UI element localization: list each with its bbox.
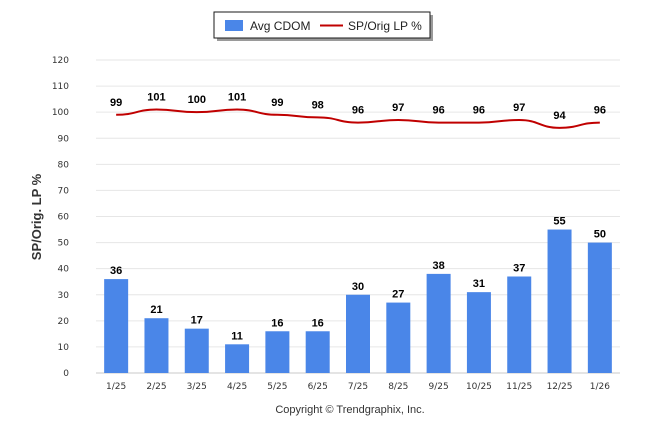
bar-data-label: 16 [312,317,324,329]
bar-data-label: 55 [553,216,565,228]
line-data-label: 97 [513,102,525,114]
y-tick-label: 70 [58,186,70,196]
y-tick-label: 80 [58,160,70,170]
x-tick-label: 7/25 [348,382,368,392]
x-tick-label: 11/25 [506,382,532,392]
line-data-label: 96 [352,105,364,117]
bar-avg-cdom [547,229,572,373]
line-data-label: 99 [110,97,122,109]
y-axis-title: SP/Orig. LP % [29,173,44,260]
x-tick-label: 1/25 [106,382,126,392]
bar-avg-cdom [144,318,169,373]
x-tick-label: 2/25 [146,382,166,392]
line-sp-orig-lp [116,108,600,129]
x-tick-label: 12/25 [547,382,573,392]
bar-avg-cdom [104,279,129,373]
bar-avg-cdom [305,331,330,373]
bar-avg-cdom [466,292,491,373]
bar-data-label: 38 [432,260,444,272]
x-tick-label: 10/25 [466,382,492,392]
bar-avg-cdom [587,242,612,373]
bar-avg-cdom [184,328,209,373]
line-data-label: 100 [188,94,206,106]
bar-series: 36 21 17 11 16 16 30 27 38 31 37 55 50 [104,216,612,373]
x-tick-label: 5/25 [267,382,287,392]
y-tick-label: 90 [58,134,70,144]
bar-avg-cdom [265,331,290,373]
x-tick-label: 6/25 [308,382,328,392]
x-tick-label: 1/26 [590,382,610,392]
bar-avg-cdom [426,273,451,373]
bar-data-label: 16 [271,317,283,329]
line-data-label: 101 [228,92,246,104]
legend-label-sp-orig-lp: SP/Orig LP % [348,19,422,33]
x-tick-label: 8/25 [388,382,408,392]
line-data-label: 96 [432,105,444,117]
bar-avg-cdom [346,294,370,373]
y-tick-label: 120 [52,56,69,66]
bar-data-label: 11 [231,330,243,342]
y-tick-label: 50 [58,239,70,249]
copyright-credit: Copyright © Trendgraphix, Inc. [275,404,424,416]
y-tick-label: 110 [52,82,69,92]
y-tick-labels: 0 10 20 30 40 50 60 70 80 90 100 110 120 [52,56,69,379]
legend-label-avg-cdom: Avg CDOM [250,19,310,33]
bar-data-label: 30 [352,281,364,293]
bar-avg-cdom [386,302,411,373]
legend-swatch-avg-cdom [225,20,243,31]
y-tick-label: 0 [63,369,69,379]
y-tick-label: 10 [58,343,70,353]
bar-avg-cdom [225,344,250,373]
line-data-label: 94 [553,110,566,122]
line-data-label: 99 [271,97,283,109]
x-tick-label: 9/25 [429,382,449,392]
y-tick-label: 40 [58,265,70,275]
bar-data-label: 21 [150,304,162,316]
bar-data-label: 27 [392,289,404,301]
bar-data-label: 36 [110,265,122,277]
bar-avg-cdom [507,276,532,373]
x-tick-label: 3/25 [187,382,207,392]
line-series: 99 101 100 101 99 98 96 97 96 96 97 94 96 [110,92,606,129]
line-data-label: 97 [392,102,404,114]
bar-data-label: 17 [191,315,203,327]
y-tick-label: 60 [58,213,70,223]
bar-data-label: 37 [513,262,525,274]
line-data-label: 101 [147,92,165,104]
x-tick-labels: 1/25 2/25 3/25 4/25 5/25 6/25 7/25 8/25 9/25 10/2… [106,382,610,392]
legend: Avg CDOM SP/Orig LP % [213,11,433,41]
line-data-label: 98 [312,99,324,111]
y-tick-label: 20 [58,317,70,327]
y-tick-label: 30 [58,291,70,301]
x-tick-label: 4/25 [227,382,247,392]
y-tick-label: 100 [52,108,69,118]
bar-data-label: 31 [473,278,485,290]
bar-data-label: 50 [594,229,606,241]
line-data-label: 96 [594,105,606,117]
line-data-label: 96 [473,105,485,117]
